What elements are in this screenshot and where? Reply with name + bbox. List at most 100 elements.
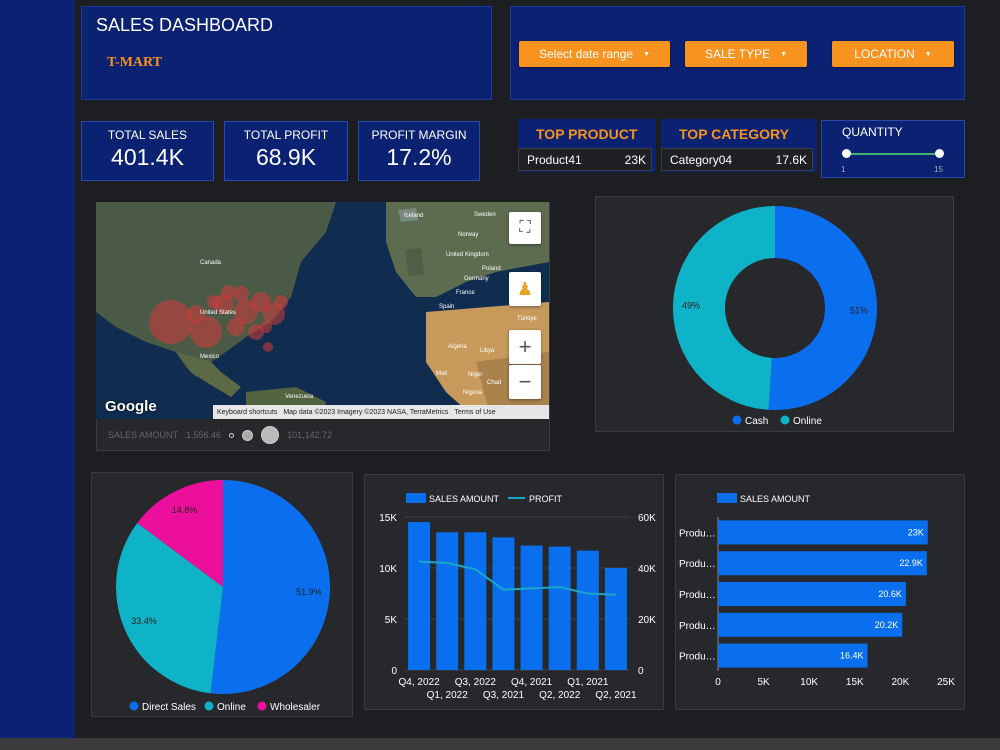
kpi-value: 17.2% [386, 144, 452, 170]
pie-slice [210, 480, 331, 694]
keyboard-shortcuts-link[interactable]: Keyboard shortcuts [217, 408, 278, 416]
map-bubble [221, 285, 235, 299]
legend-min: 1,556.46 [186, 430, 222, 440]
table-row[interactable]: Product41 23K [518, 148, 652, 171]
fullscreen-button[interactable]: ⛶ [509, 212, 541, 244]
legend-label: Online [217, 702, 246, 713]
sale-type-donut-panel: 51% 49% Cash Online [595, 196, 954, 432]
y-tick-left: 5K [385, 615, 398, 626]
y-tick-right: 20K [638, 615, 656, 626]
x-tick: 10K [800, 677, 818, 688]
table-row[interactable]: Category04 17.6K [661, 148, 813, 171]
sales-bar [492, 537, 515, 670]
legend-large-circle [261, 426, 280, 444]
slice-label: 51.9% [296, 587, 322, 597]
map-place-label: United States [200, 310, 236, 316]
x-tick: 25K [937, 677, 955, 688]
header-panel [81, 6, 492, 100]
bar-label: 20.6K [878, 589, 902, 599]
map-place-label: Türkiye [517, 316, 537, 322]
legend-title: SALES AMOUNT [108, 430, 179, 440]
slice-label: 33.4% [131, 616, 157, 626]
sales-map[interactable]: Iceland Sweden Norway United Kingdom Poland G… [96, 202, 549, 419]
top-product-value: 23K [624, 152, 646, 167]
donut-chart[interactable]: 51% 49% Cash Online [596, 197, 955, 433]
x-tick: Q2, 2022 [539, 690, 581, 701]
bar-label: 16.4K [840, 651, 864, 661]
top-products-panel: 0 5K 10K 15K 20K 25K 23K Produ… 22.9K Produ… 20.6K… [675, 474, 965, 710]
quantity-label: QUANTITY [842, 125, 903, 139]
bar-label: 22.9K [899, 558, 923, 568]
legend-label: Wholesaler [270, 702, 321, 713]
quarterly-chart-panel: 0 5K 10K 15K 0 20K 40K 60K Q4, 2022 Q1, 2022 Q3, 2… [364, 474, 664, 710]
pie-chart[interactable]: 51.9% 33.4% 14.8% Direct Sales Online Wholesa… [92, 473, 354, 718]
x-tick: 15K [846, 677, 864, 688]
legend-dot [257, 701, 267, 711]
chevron-down-icon: ▼ [780, 50, 788, 58]
fullscreen-icon: ⛶ [519, 219, 531, 236]
legend-dot [780, 415, 790, 425]
slice-label: 14.8% [172, 505, 198, 515]
sales-bar [604, 568, 627, 670]
x-tick: 0 [715, 677, 721, 688]
map-place-label: Norway [458, 232, 478, 238]
x-tick: Q1, 2021 [567, 677, 609, 688]
y-tick: Produ… [679, 652, 716, 663]
map-place-label: Algeria [448, 344, 467, 350]
google-logo: Google [105, 398, 157, 415]
product-bar [718, 551, 927, 576]
terms-link[interactable]: Terms of Use [454, 408, 496, 416]
street-view-button[interactable]: ♟ [509, 272, 541, 306]
combo-chart[interactable]: 0 5K 10K 15K 0 20K 40K 60K Q4, 2022 Q1, 2022 Q3, 2… [365, 475, 665, 711]
kpi-total-profit: TOTAL PROFIT 68.9K [224, 121, 348, 181]
map-place-label: Spain [439, 304, 454, 310]
channel-pie-panel: 51.9% 33.4% 14.8% Direct Sales Online Wholesa… [91, 472, 353, 717]
date-range-dropdown[interactable]: Select date range ▼ [519, 41, 670, 67]
y-tick-left: 15K [379, 513, 397, 524]
map-place-label: Sweden [474, 212, 496, 218]
chevron-down-icon: ▼ [924, 50, 932, 58]
map-place-label: Chad [487, 380, 501, 386]
pegman-icon: ♟ [516, 278, 534, 299]
slider-max-handle[interactable] [935, 149, 944, 158]
slider-min-handle[interactable] [842, 149, 851, 158]
zoom-in-button[interactable]: + [509, 330, 541, 364]
y-tick-right: 60K [638, 513, 656, 524]
y-tick-left: 0 [391, 666, 397, 677]
map-attribution: Keyboard shortcuts Map data ©2023 Imager… [213, 405, 549, 419]
legend-small-circle [229, 432, 235, 438]
location-dropdown[interactable]: LOCATION ▼ [832, 41, 954, 67]
product-bar [718, 520, 928, 545]
kpi-label: PROFIT MARGIN [371, 128, 467, 142]
hbar-chart[interactable]: 0 5K 10K 15K 20K 25K 23K Produ… 22.9K Produ… 20.6K… [676, 475, 966, 711]
x-tick: Q1, 2022 [427, 690, 469, 701]
y-tick-left: 10K [379, 564, 397, 575]
kpi-value: 401.4K [111, 144, 184, 170]
bar-label: 20.2K [875, 620, 899, 630]
kpi-label: TOTAL SALES [107, 128, 188, 142]
y-tick: Produ… [679, 559, 716, 570]
slider-track[interactable] [846, 153, 940, 155]
legend-label: Online [793, 416, 822, 427]
map-place-label: Canada [200, 260, 222, 266]
chevron-down-icon: ▼ [643, 50, 650, 58]
map-bubble [263, 342, 273, 352]
pie-slice [116, 522, 223, 694]
y-tick: Produ… [679, 621, 716, 632]
sale-type-dropdown[interactable]: SALE TYPE ▼ [685, 41, 807, 67]
map-bubble [233, 286, 249, 302]
y-tick: Produ… [679, 528, 716, 539]
legend-max: 101,142.72 [287, 430, 333, 440]
minus-icon: − [518, 369, 532, 394]
legend-mid-circle [242, 429, 254, 441]
top-category-table: TOP CATEGORY Category04 17.6K [661, 119, 817, 172]
sales-bar [548, 546, 571, 670]
zoom-out-button[interactable]: − [509, 365, 541, 399]
plus-icon: + [518, 334, 532, 359]
kpi-label: TOTAL PROFIT [243, 128, 329, 142]
slider-max-value: 15 [934, 165, 943, 174]
top-product-title: TOP PRODUCT [536, 126, 638, 142]
map-place-label: Iceland [404, 213, 423, 219]
product-bar [718, 582, 906, 606]
legend-label: SALES AMOUNT [429, 494, 500, 504]
